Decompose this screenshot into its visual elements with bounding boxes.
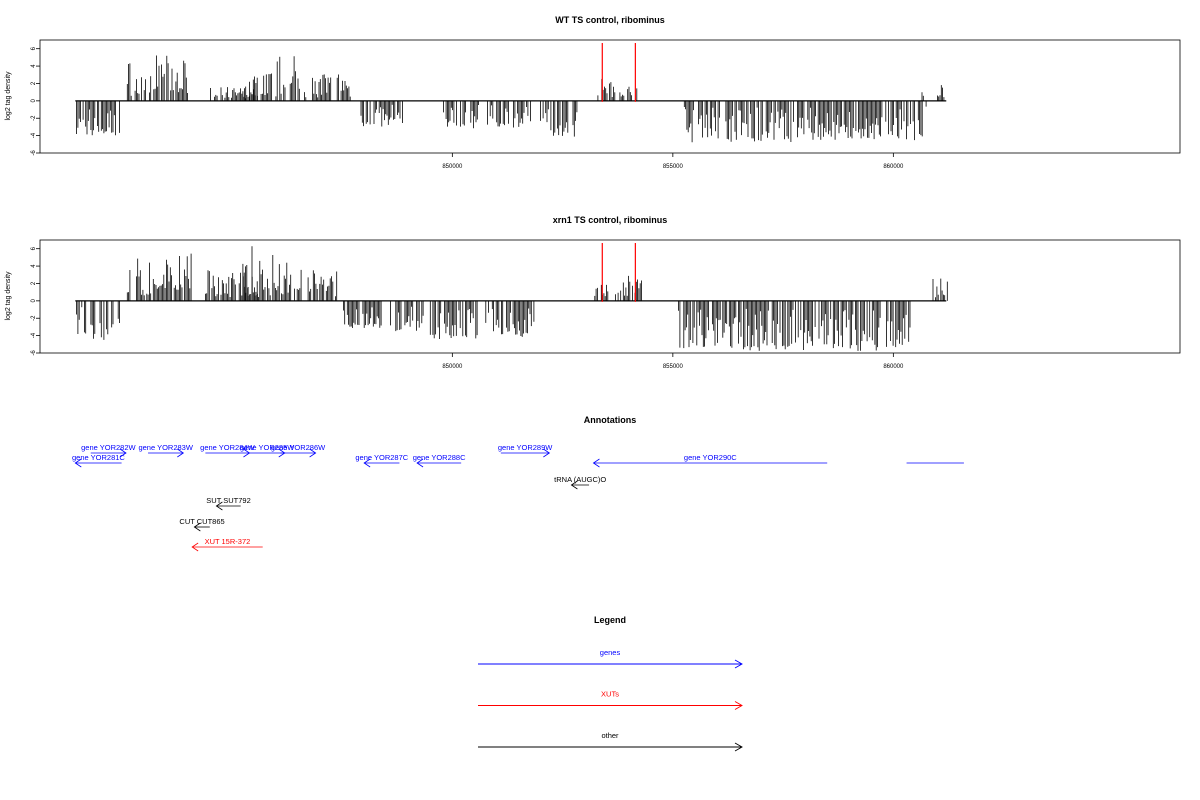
y-axis: -6 -4 -2 0 2 4 6	[31, 246, 40, 356]
marker-lines	[601, 43, 636, 102]
annotation-feature: gene YOR286W	[271, 443, 326, 458]
marker-lines	[601, 243, 636, 302]
x-tick-label: 860000	[883, 364, 904, 370]
feature-arrowhead	[570, 480, 578, 490]
y-axis-label: log2 tag density	[5, 271, 12, 321]
legend-item: other	[478, 731, 743, 752]
legend-item: XUTs	[478, 690, 743, 710]
legend-label: genes	[600, 648, 621, 657]
y-axis: -6 -4 -2 0 2 4 6	[31, 46, 40, 156]
feature-label: gene YOR284W	[200, 443, 255, 452]
density-bars	[75, 55, 947, 143]
annotation-feature: gene YOR283W	[138, 443, 194, 458]
legend-arrowhead	[734, 659, 743, 669]
annotation-feature: SUT SUT792	[206, 496, 251, 511]
y-tick-label: 6	[31, 46, 37, 50]
feature-arrowhead	[193, 522, 201, 532]
wt-density-panel: WT TS control, ribominus log2 tag densit…	[5, 15, 1181, 170]
feature-label: tRNA (AUGC)O	[554, 475, 606, 484]
annotation-feature: tRNA (AUGC)O	[554, 475, 606, 490]
feature-label: XUT 15R-372	[205, 537, 251, 546]
annotation-feature: gene YOR288C	[413, 453, 466, 468]
legend-title: Legend	[594, 615, 626, 625]
annotation-feature: CUT CUT865	[179, 517, 225, 532]
density-bars	[75, 246, 948, 351]
legend-item: genes	[478, 648, 743, 669]
annotations-title: Annotations	[584, 415, 637, 425]
feature-label: CUT CUT865	[179, 517, 224, 526]
feature-arrowhead	[416, 458, 424, 468]
legend-items: genes XUTs other	[478, 648, 743, 752]
legend-arrowhead	[734, 701, 743, 710]
feature-label: gene YOR286W	[271, 443, 326, 452]
x-axis: 850000 855000 860000	[442, 153, 904, 170]
feature-arrowhead	[363, 458, 371, 468]
x-axis: 850000 855000 860000	[442, 353, 904, 370]
xrn1-density-panel: xrn1 TS control, ribominus log2 tag dens…	[5, 215, 1181, 370]
legend-label: XUTs	[601, 690, 619, 699]
y-tick-label: 4	[31, 64, 37, 68]
y-tick-label: 6	[31, 246, 37, 250]
y-tick-label: 0	[31, 299, 37, 303]
feature-label: gene YOR287C	[355, 453, 408, 462]
legend-panel: Legend genes XUTs other	[478, 615, 743, 752]
y-tick-label: -4	[31, 132, 37, 138]
annotation-feature: gene YOR287C	[355, 453, 409, 468]
y-tick-label: -6	[31, 150, 37, 156]
y-tick-label: -2	[31, 115, 37, 121]
chart-title: WT TS control, ribominus	[555, 15, 665, 25]
feature-arrowhead	[543, 448, 551, 458]
y-tick-label: -6	[31, 350, 37, 356]
plot-frame	[39, 39, 1181, 154]
feature-label: gene YOR288C	[413, 453, 466, 462]
feature-label: gene YOR290C	[684, 453, 737, 462]
x-tick-label: 855000	[663, 364, 684, 370]
feature-arrowhead	[191, 542, 199, 552]
feature-label: gene YOR282W	[81, 443, 136, 452]
feature-arrowhead	[592, 458, 600, 468]
feature-arrowhead	[309, 448, 317, 458]
y-tick-label: -2	[31, 315, 37, 321]
annotation-feature: XUT 15R-372	[191, 537, 263, 552]
chart-title: xrn1 TS control, ribominus	[553, 215, 668, 225]
plot-frame	[39, 239, 1181, 354]
feature-label: gene YOR281C	[72, 453, 125, 462]
feature-label: gene YOR289W	[498, 443, 553, 452]
feature-label: gene YOR285W	[240, 443, 295, 452]
feature-label: gene YOR283W	[138, 443, 193, 452]
feature-arrowhead	[177, 448, 185, 458]
legend-arrowhead	[734, 742, 743, 752]
feature-arrowhead	[215, 501, 223, 511]
x-tick-label: 860000	[883, 164, 904, 170]
y-tick-label: 2	[31, 281, 37, 285]
x-tick-label: 850000	[442, 364, 463, 370]
y-tick-label: 4	[31, 264, 37, 268]
y-axis-label: log2 tag density	[5, 71, 12, 121]
feature-arrowhead	[119, 448, 127, 458]
feature-arrowhead	[74, 458, 82, 468]
annotation-feature: gene YOR290C	[592, 453, 828, 468]
x-tick-label: 855000	[663, 164, 684, 170]
y-tick-label: 0	[31, 99, 37, 103]
annotation-feature: gene YOR282W	[81, 443, 137, 458]
x-tick-label: 850000	[442, 164, 463, 170]
annotation-feature: gene YOR281C	[72, 453, 125, 468]
feature-label: SUT SUT792	[206, 496, 250, 505]
y-tick-label: 2	[31, 81, 37, 85]
legend-label: other	[601, 731, 619, 740]
y-tick-label: -4	[31, 332, 37, 338]
annotation-feature: gene YOR289W	[498, 443, 553, 458]
